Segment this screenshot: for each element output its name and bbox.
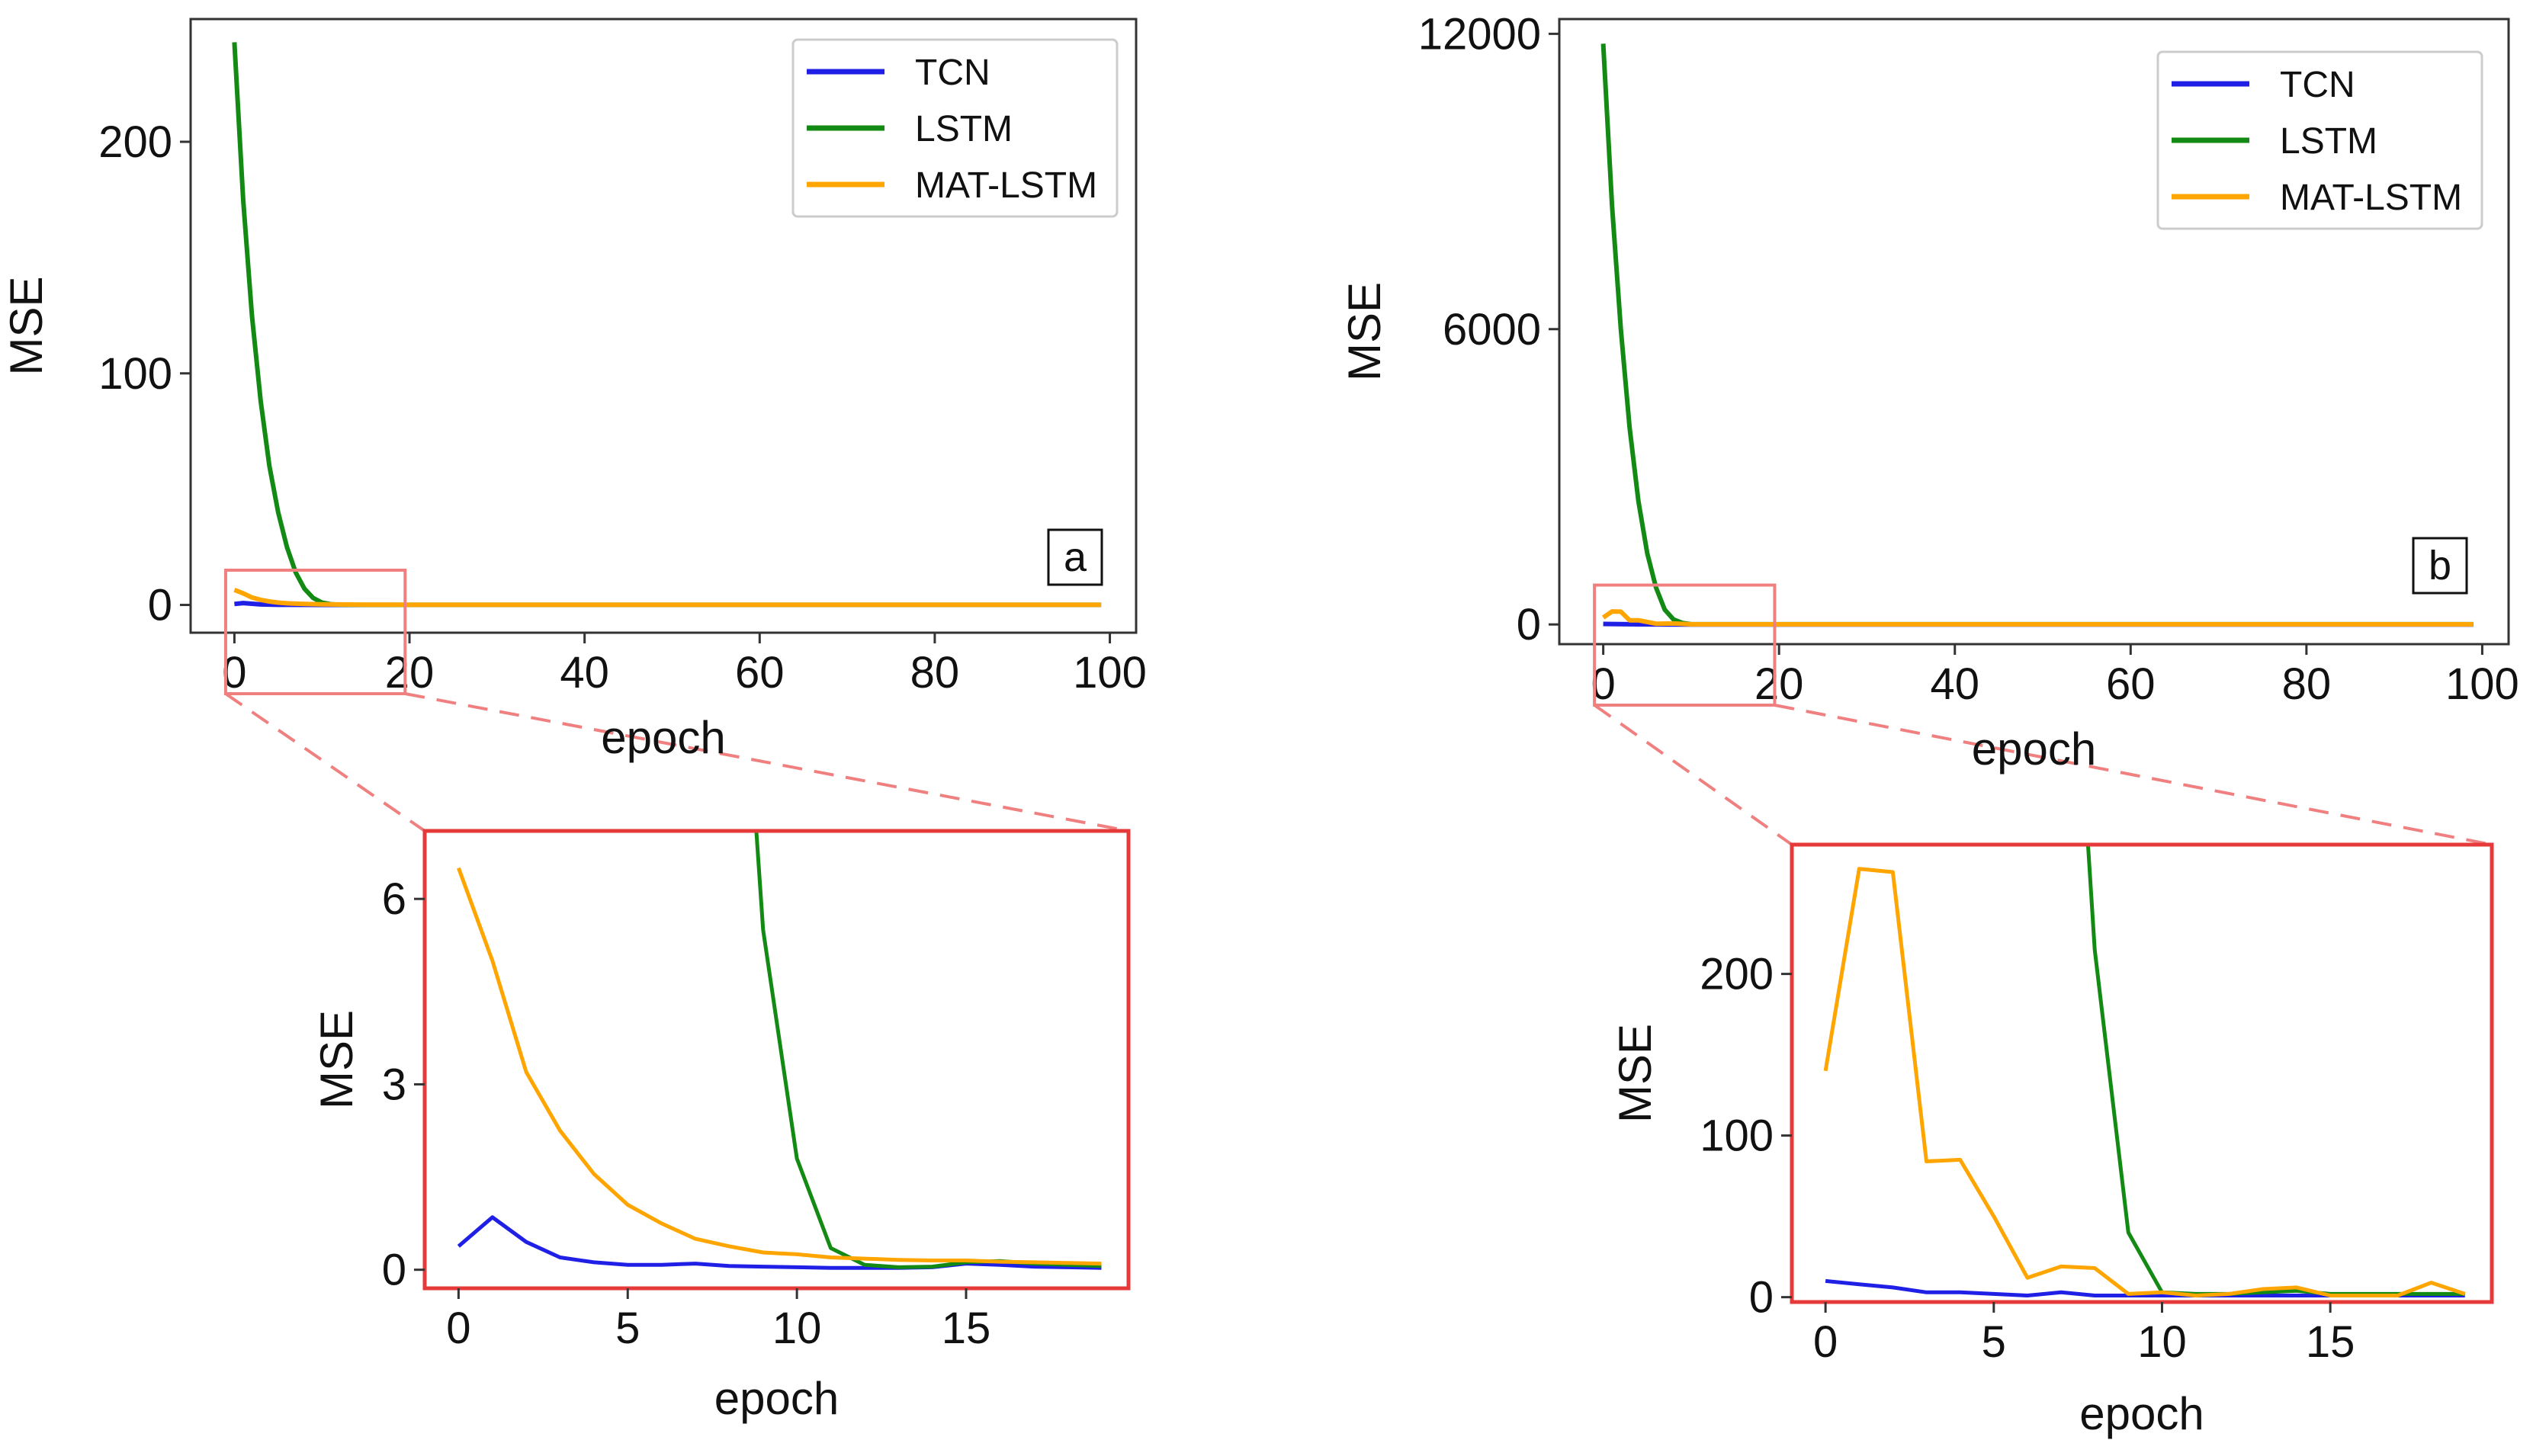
x-tick-label: 5 (615, 1304, 640, 1353)
series-line-tcn (457, 1215, 1102, 1270)
series-group (457, 831, 1102, 1270)
x-tick-label: 5 (1982, 1317, 2006, 1367)
y-tick-label: 3 (382, 1060, 406, 1109)
x-axis-label: epoch (601, 712, 725, 763)
legend-label: MAT-LSTM (915, 165, 1097, 206)
chart-b-zoom: 0 5 10 15 0 100 200 epoch MSE (1610, 842, 2494, 1439)
legend: TCN LSTM MAT-LSTM (791, 38, 1119, 218)
legend-label: TCN (915, 53, 990, 93)
series-line-mat-lstm (1823, 867, 2466, 1297)
series-group (1823, 845, 2466, 1297)
panel-label: a (1064, 534, 1087, 580)
y-tick-label: 200 (98, 117, 172, 167)
x-tick-label: 15 (2306, 1317, 2355, 1367)
plot-frame (422, 829, 1131, 1291)
plot-frame (1558, 18, 2510, 646)
y-tick-label: 200 (1700, 950, 1774, 999)
x-tick-label: 10 (772, 1304, 822, 1353)
chart-a-zoom: 0 5 10 15 0 3 6 epoch MSE (311, 829, 1131, 1424)
y-tick-label: 100 (98, 349, 172, 399)
legend-label: LSTM (2280, 121, 2377, 162)
x-tick-label: 40 (1930, 659, 1979, 709)
legend-label: TCN (2280, 65, 2355, 105)
series-line-mat-lstm (233, 588, 1102, 608)
y-tick-label: 100 (1700, 1111, 1774, 1161)
y-axis-label: MSE (1610, 1024, 1661, 1123)
x-tick-label: 40 (560, 648, 609, 698)
series-group (232, 42, 1102, 608)
zoom-connector-line (1774, 704, 2493, 846)
x-tick-label: 60 (735, 648, 785, 698)
series-group (1600, 43, 2474, 627)
plot-frame (189, 18, 1138, 634)
y-axis-label: MSE (1, 276, 52, 375)
y-axis-label: MSE (311, 1010, 362, 1109)
x-axis-label: epoch (714, 1373, 839, 1424)
legend-box (2156, 50, 2483, 230)
legend-label: MAT-LSTM (2280, 178, 2462, 218)
x-tick-label: 10 (2137, 1317, 2187, 1367)
y-tick-label: 6000 (1443, 305, 1541, 354)
x-tick-label: 100 (2445, 659, 2519, 709)
x-tick-label: 20 (385, 648, 435, 698)
chart-b-main: 0 20 40 60 80 1000600012000epochMSETCNLSTMMAT… (1339, 9, 2519, 775)
x-tick-label: 0 (1813, 1317, 1838, 1367)
x-tick-label: 80 (910, 648, 960, 698)
y-tick-label: 0 (382, 1246, 406, 1295)
zoom-connector-line (404, 692, 1129, 832)
y-tick-label: 12000 (1418, 9, 1541, 59)
legend-label: LSTM (915, 109, 1013, 149)
zoom-connectors (224, 692, 2493, 846)
panel-label: b (2429, 543, 2451, 588)
zoom-connector-line (224, 692, 426, 832)
zoom-region-box (223, 568, 407, 696)
x-tick-label: 0 (446, 1304, 470, 1353)
series-line-lstm (2085, 845, 2465, 1296)
y-axis-label: MSE (1339, 282, 1390, 381)
zoom-connector-line (1593, 704, 1793, 846)
legend: TCN LSTM MAT-LSTM (2156, 50, 2483, 230)
x-tick-label: 15 (942, 1304, 991, 1353)
y-tick-label: 0 (1517, 600, 1541, 649)
series-line-mat-lstm (1601, 609, 2474, 627)
y-tick-label: 6 (382, 874, 406, 924)
series-line-lstm (754, 831, 1102, 1269)
panel-label-box (1047, 528, 1103, 586)
chart-a-main: 0 20 40 60 80 1000100200epochMSETCNLSTMMAT-LS… (1, 18, 1147, 763)
x-axis-label: epoch (1972, 723, 2096, 775)
x-tick-label: 100 (1073, 648, 1147, 698)
legend-box (791, 38, 1119, 218)
zoom-region-box (1593, 583, 1777, 707)
x-tick-label: 60 (2106, 659, 2156, 709)
plot-frame (1790, 842, 2494, 1304)
y-tick-label: 0 (1749, 1273, 1774, 1323)
panel-label-box (2412, 537, 2468, 595)
x-tick-label: 80 (2282, 659, 2332, 709)
x-tick-label: 20 (1754, 659, 1804, 709)
series-line-mat-lstm (457, 867, 1102, 1266)
y-tick-label: 0 (148, 581, 172, 630)
x-axis-label: epoch (2079, 1388, 2204, 1439)
